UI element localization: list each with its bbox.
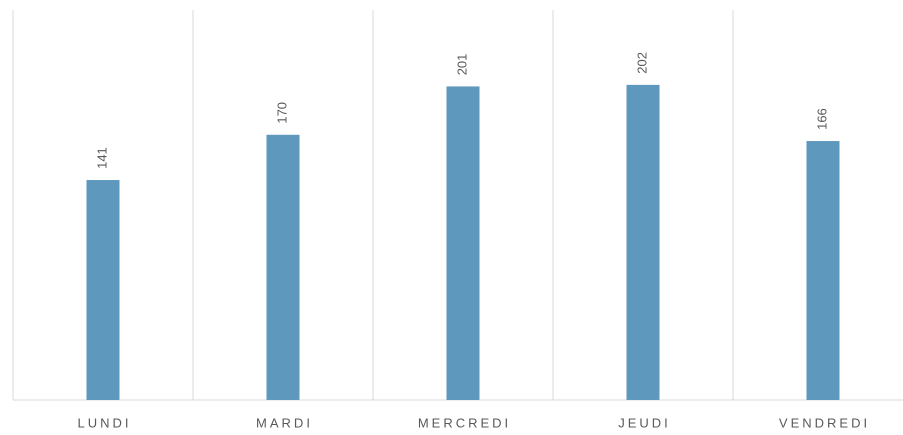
data-label: 170 bbox=[274, 102, 289, 124]
data-label: 166 bbox=[814, 108, 829, 130]
x-tick-label: MERCREDI bbox=[418, 415, 511, 430]
bar bbox=[626, 84, 660, 400]
x-tick-label: LUNDI bbox=[77, 415, 131, 430]
bar bbox=[86, 180, 120, 400]
x-tick-label: MARDI bbox=[256, 415, 313, 430]
bar bbox=[806, 141, 840, 401]
bar bbox=[446, 86, 480, 400]
x-tick-label: JEUDI bbox=[618, 415, 671, 430]
data-label: 201 bbox=[454, 54, 469, 76]
data-label: 141 bbox=[94, 147, 109, 169]
x-tick-label: VENDREDI bbox=[779, 415, 870, 430]
data-label: 202 bbox=[634, 52, 649, 74]
bar bbox=[266, 134, 300, 401]
